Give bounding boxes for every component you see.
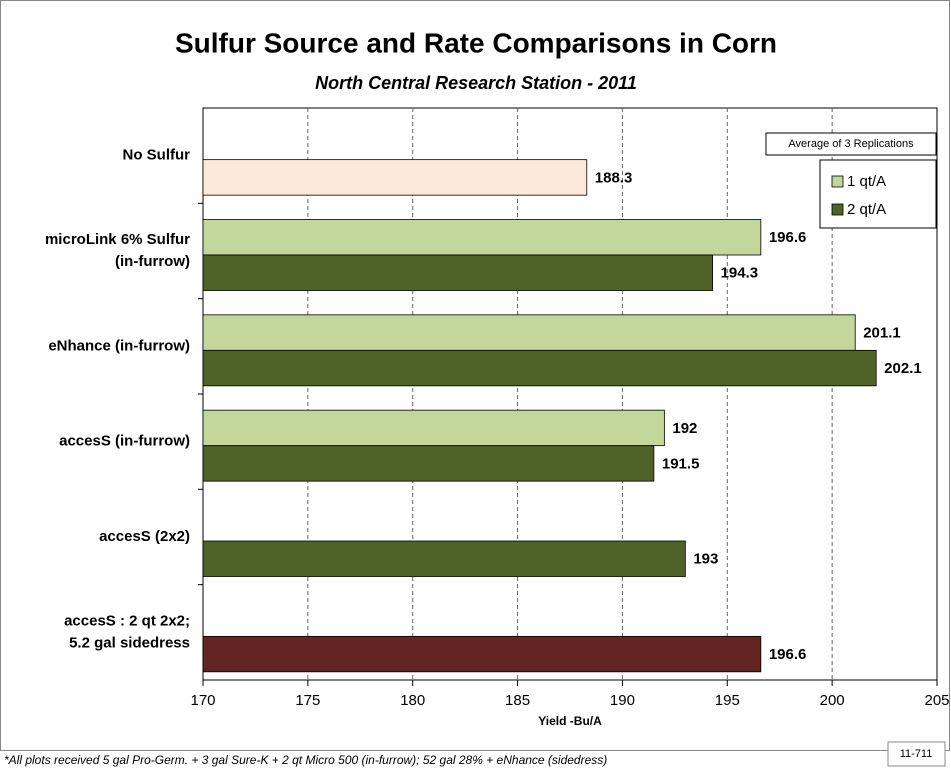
value-label: 196.6: [769, 646, 807, 663]
value-label: 193: [693, 551, 718, 568]
x-tick-label: 200: [820, 692, 845, 709]
annotation: Average of 3 Replications: [788, 138, 914, 150]
bar: [202, 314, 856, 351]
footnote: *All plots received 5 gal Pro-Germ. + 3 …: [4, 753, 607, 767]
bar: [202, 409, 665, 447]
x-tick-label: 185: [505, 692, 530, 709]
bar: [202, 219, 762, 256]
x-tick-label: 195: [715, 692, 740, 709]
code-box: [887, 741, 946, 767]
legend-box: [819, 159, 937, 229]
y-tick-label: microLink 6% Sulfur (in-furrow): [45, 231, 190, 270]
code: 11-711: [900, 748, 933, 760]
x-tick-label: 180: [400, 692, 425, 709]
value-label: 188.3: [595, 169, 633, 186]
y-tick-label: accesS (in-furrow): [59, 433, 190, 450]
value-label: 201.1: [863, 325, 901, 342]
y-tick-label: accesS (2x2): [99, 528, 190, 545]
plot-area: [202, 107, 938, 681]
value-label: 196.6: [769, 229, 807, 246]
bar: [202, 445, 655, 482]
legend-label: 2 qt/A: [847, 201, 886, 218]
bar: [202, 254, 714, 291]
x-tick-label: 170: [190, 692, 215, 709]
legend-swatch: [831, 203, 844, 216]
legend-label: 1 qt/A: [847, 173, 886, 190]
x-tick-label: 190: [610, 692, 635, 709]
value-label: 202.1: [884, 360, 922, 377]
annotation-box: [765, 132, 937, 156]
x-axis-label: Yield -Bu/A: [538, 714, 602, 728]
bar: [202, 540, 686, 577]
y-tick-label: No Sulfur: [123, 147, 191, 164]
x-tick-label: 205: [924, 692, 949, 709]
bar: [202, 159, 588, 196]
legend-swatch: [831, 175, 844, 188]
y-tick-label: eNhance (in-furrow): [48, 337, 190, 354]
y-tick-label: accesS : 2 qt 2x2; 5.2 gal sidedress: [64, 612, 190, 651]
bar: [202, 349, 877, 387]
bar: [202, 635, 762, 673]
value-label: 194.3: [721, 265, 759, 282]
value-label: 192: [672, 420, 697, 437]
x-tick-label: 175: [295, 692, 320, 709]
chart-subtitle: North Central Research Station - 2011: [315, 73, 637, 93]
value-label: 191.5: [662, 455, 700, 472]
chart-title: Sulfur Source and Rate Comparisons in Co…: [175, 27, 777, 58]
